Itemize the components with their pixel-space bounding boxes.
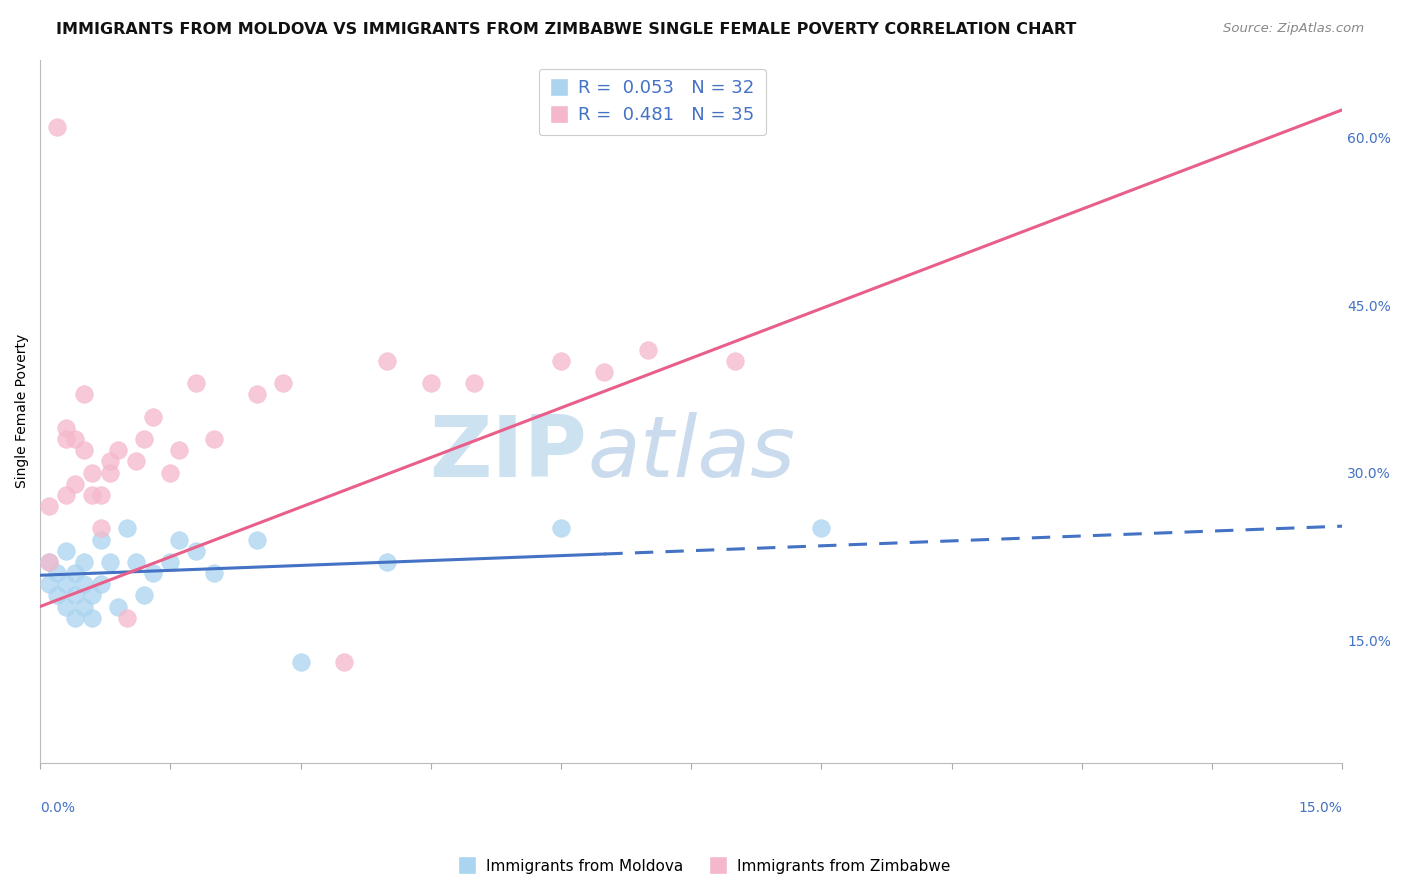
Point xyxy=(134,588,156,602)
Point xyxy=(107,599,129,614)
Point xyxy=(98,466,121,480)
Point xyxy=(124,454,146,468)
Legend: Immigrants from Moldova, Immigrants from Zimbabwe: Immigrants from Moldova, Immigrants from… xyxy=(450,853,956,880)
Point xyxy=(159,466,181,480)
Text: 15.0%: 15.0% xyxy=(1298,801,1343,815)
Point xyxy=(72,577,94,591)
Text: atlas: atlas xyxy=(588,412,794,495)
Point xyxy=(55,599,77,614)
Text: Source: ZipAtlas.com: Source: ZipAtlas.com xyxy=(1223,22,1364,36)
Point xyxy=(186,543,208,558)
Point xyxy=(72,599,94,614)
Point xyxy=(55,421,77,435)
Point xyxy=(810,521,832,535)
Point xyxy=(72,555,94,569)
Point xyxy=(375,354,398,368)
Point xyxy=(63,588,86,602)
Point xyxy=(38,499,60,513)
Point xyxy=(63,610,86,624)
Y-axis label: Single Female Poverty: Single Female Poverty xyxy=(15,334,30,488)
Point xyxy=(159,555,181,569)
Point xyxy=(124,555,146,569)
Point xyxy=(246,533,269,547)
Point xyxy=(38,577,60,591)
Point xyxy=(463,376,485,391)
Point xyxy=(98,555,121,569)
Point xyxy=(550,354,572,368)
Point xyxy=(271,376,294,391)
Point xyxy=(419,376,441,391)
Point xyxy=(63,476,86,491)
Point xyxy=(202,566,225,580)
Point xyxy=(90,533,112,547)
Point xyxy=(167,443,190,458)
Text: IMMIGRANTS FROM MOLDOVA VS IMMIGRANTS FROM ZIMBABWE SINGLE FEMALE POVERTY CORREL: IMMIGRANTS FROM MOLDOVA VS IMMIGRANTS FR… xyxy=(56,22,1077,37)
Point xyxy=(333,656,356,670)
Point xyxy=(550,521,572,535)
Point xyxy=(593,365,616,379)
Point xyxy=(55,488,77,502)
Point xyxy=(375,555,398,569)
Point xyxy=(98,454,121,468)
Point xyxy=(90,577,112,591)
Point xyxy=(82,488,104,502)
Point xyxy=(202,432,225,446)
Point xyxy=(90,488,112,502)
Point xyxy=(38,555,60,569)
Point xyxy=(723,354,745,368)
Legend: R =  0.053   N = 32, R =  0.481   N = 35: R = 0.053 N = 32, R = 0.481 N = 35 xyxy=(538,69,765,136)
Point xyxy=(55,432,77,446)
Point xyxy=(107,443,129,458)
Point xyxy=(55,543,77,558)
Point xyxy=(63,566,86,580)
Point xyxy=(142,409,165,424)
Point xyxy=(82,466,104,480)
Point xyxy=(38,555,60,569)
Point xyxy=(46,120,69,134)
Point xyxy=(46,588,69,602)
Text: ZIP: ZIP xyxy=(429,412,588,495)
Point xyxy=(46,566,69,580)
Point xyxy=(115,610,138,624)
Point xyxy=(72,443,94,458)
Point xyxy=(134,432,156,446)
Text: 0.0%: 0.0% xyxy=(41,801,75,815)
Point xyxy=(90,521,112,535)
Point xyxy=(82,588,104,602)
Point xyxy=(82,610,104,624)
Point xyxy=(246,387,269,401)
Point xyxy=(167,533,190,547)
Point xyxy=(55,577,77,591)
Point xyxy=(637,343,659,357)
Point xyxy=(115,521,138,535)
Point xyxy=(186,376,208,391)
Point xyxy=(63,432,86,446)
Point xyxy=(142,566,165,580)
Point xyxy=(72,387,94,401)
Point xyxy=(290,656,312,670)
